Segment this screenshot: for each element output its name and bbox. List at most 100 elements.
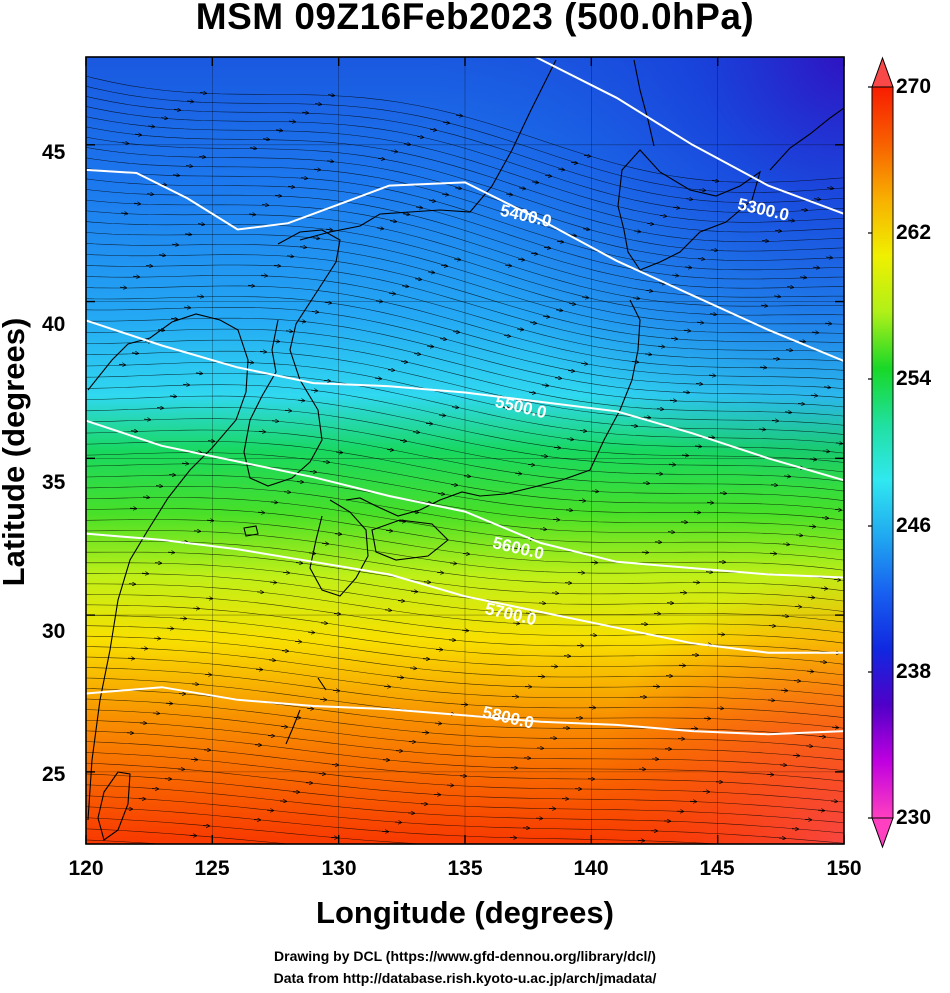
streamline bbox=[86, 243, 844, 334]
wind-arrow bbox=[287, 256, 294, 257]
wind-arrow bbox=[557, 241, 564, 242]
wind-arrow bbox=[376, 301, 383, 302]
wind-arrow bbox=[830, 801, 838, 802]
wind-arrow bbox=[383, 686, 391, 687]
wind-arrow bbox=[786, 350, 793, 351]
wind-arrow bbox=[399, 441, 407, 442]
wind-arrow bbox=[672, 275, 679, 276]
wind-arrow bbox=[563, 656, 571, 657]
wind-arrow bbox=[412, 432, 420, 433]
wind-arrow bbox=[667, 532, 675, 533]
wind-arrow bbox=[834, 509, 842, 510]
streamline bbox=[86, 441, 844, 501]
streamline bbox=[86, 551, 844, 602]
wind-arrow bbox=[254, 745, 262, 746]
wind-arrow bbox=[182, 384, 190, 385]
wind-arrow bbox=[190, 759, 198, 760]
wind-arrow bbox=[712, 180, 719, 181]
wind-arrow bbox=[784, 412, 792, 413]
wind-arrow bbox=[462, 554, 470, 555]
wind-arrow bbox=[517, 329, 524, 330]
wind-arrow bbox=[442, 194, 449, 195]
wind-arrow bbox=[321, 543, 329, 544]
streamline bbox=[86, 646, 844, 697]
wind-arrow bbox=[258, 431, 266, 432]
credit-data: Data from http://database.rish.kyoto-u.a… bbox=[273, 970, 657, 986]
wind-arrow bbox=[569, 304, 576, 305]
wind-arrow bbox=[159, 255, 166, 256]
wind-arrow bbox=[425, 423, 433, 424]
wind-arrow bbox=[551, 593, 559, 594]
wind-arrow bbox=[788, 220, 795, 221]
streamline bbox=[86, 285, 844, 371]
wind-arrow bbox=[327, 161, 334, 162]
wind-arrow bbox=[403, 214, 410, 215]
streamline bbox=[86, 199, 844, 298]
wind-arrow bbox=[438, 415, 446, 416]
wind-arrow bbox=[154, 563, 162, 564]
wind-arrow bbox=[181, 463, 189, 464]
wind-arrow bbox=[574, 789, 582, 790]
wind-arrow bbox=[207, 441, 215, 442]
wind-arrow bbox=[787, 287, 794, 288]
wind-arrow bbox=[553, 447, 561, 448]
wind-arrow bbox=[820, 588, 828, 589]
wind-arrow bbox=[250, 148, 257, 149]
wind-arrow bbox=[561, 799, 569, 800]
wind-arrow bbox=[558, 169, 565, 170]
wind-arrow bbox=[708, 375, 716, 376]
wind-arrow bbox=[527, 464, 535, 465]
wind-arrow bbox=[140, 648, 148, 649]
wind-arrow bbox=[434, 723, 442, 724]
wind-arrow bbox=[126, 733, 134, 734]
streamline bbox=[86, 719, 844, 771]
x-tick-label: 125 bbox=[194, 857, 230, 880]
streamline bbox=[86, 614, 844, 665]
wind-arrow bbox=[435, 649, 443, 650]
wind-arrow bbox=[703, 718, 711, 719]
streamline bbox=[86, 106, 844, 213]
wind-arrow bbox=[665, 676, 673, 677]
streamline bbox=[86, 96, 844, 203]
wind-arrow bbox=[134, 203, 141, 204]
wind-arrow bbox=[697, 322, 704, 323]
streamline bbox=[86, 762, 844, 813]
wind-arrow bbox=[318, 774, 326, 775]
wind-arrow bbox=[385, 530, 393, 531]
wind-arrow bbox=[523, 758, 531, 759]
wind-arrow bbox=[118, 364, 126, 365]
wind-arrow bbox=[768, 626, 776, 627]
wind-arrow bbox=[590, 562, 598, 563]
colorbar bbox=[868, 56, 894, 849]
streamline bbox=[86, 264, 844, 353]
wind-arrow bbox=[455, 188, 462, 189]
wind-arrow bbox=[537, 676, 545, 677]
coastline-hokkaido bbox=[617, 149, 761, 271]
wind-arrow bbox=[423, 582, 431, 583]
y-tick-label: 35 bbox=[42, 471, 66, 494]
wind-arrow bbox=[300, 247, 307, 248]
wind-arrow bbox=[129, 508, 137, 509]
wind-arrow bbox=[173, 175, 180, 176]
wind-arrow bbox=[718, 562, 726, 563]
wind-arrow bbox=[146, 265, 153, 266]
wind-arrow bbox=[821, 518, 829, 519]
wind-arrow bbox=[543, 316, 550, 317]
wind-arrow bbox=[311, 312, 319, 313]
colorbar-bar bbox=[871, 86, 894, 819]
wind-arrow bbox=[760, 367, 767, 368]
wind-arrow bbox=[441, 265, 448, 266]
y-tick-label: 25 bbox=[42, 763, 66, 786]
wind-arrow bbox=[584, 155, 591, 156]
wind-arrow bbox=[439, 339, 447, 340]
wind-arrow bbox=[428, 272, 435, 273]
wind-arrow bbox=[530, 323, 537, 324]
wind-arrow bbox=[645, 354, 652, 355]
wind-arrow bbox=[313, 238, 320, 239]
streamline bbox=[86, 167, 844, 271]
wind-arrow bbox=[248, 285, 255, 286]
coastline-sakhalin bbox=[633, 59, 655, 147]
wind-arrow bbox=[259, 351, 267, 352]
streamline bbox=[86, 573, 844, 623]
coastline-asia-north bbox=[299, 59, 557, 241]
